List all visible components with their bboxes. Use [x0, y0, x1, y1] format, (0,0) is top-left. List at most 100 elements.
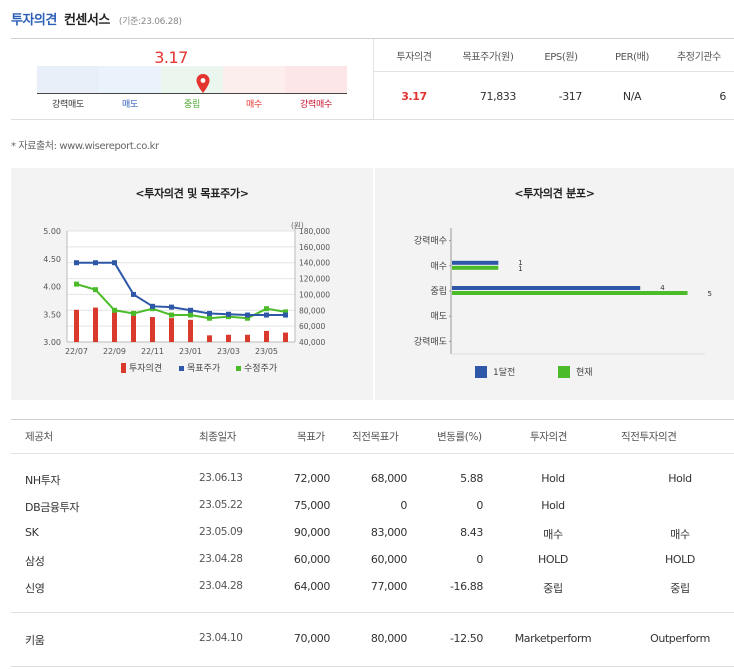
gauge-label: 매도: [122, 100, 138, 110]
target-price-point: [150, 303, 155, 309]
x-tick-label: 22/07: [65, 347, 88, 356]
opinion-bar: [131, 310, 136, 342]
table-cell: Marketperform: [514, 632, 592, 645]
category-label: 중립: [430, 286, 447, 297]
prev-value-label: 4: [660, 284, 665, 292]
opinion-bar: [188, 319, 193, 342]
base-date: (기준:23.06.28): [118, 17, 182, 27]
opinion-gauge: [37, 66, 347, 93]
price-point: [74, 281, 79, 287]
legend-swatch: [475, 366, 487, 378]
target-price-point: [93, 260, 98, 266]
gauge-value: 3.17: [154, 48, 188, 67]
col-header-date: 최종일자: [199, 431, 237, 443]
table-cell: 8.43: [460, 526, 483, 539]
table-cell: 23.06.13: [199, 472, 243, 484]
prev-bar: [452, 260, 499, 265]
price-line: [76, 283, 286, 320]
summary-target-price: 71,833: [479, 89, 516, 103]
table-cell: Hold: [541, 472, 565, 485]
summary-per: N/A: [622, 89, 642, 103]
x-tick-label: 23/01: [179, 347, 202, 356]
category-label: 매도: [430, 311, 447, 322]
target-price-line: [76, 261, 286, 317]
summary-header: 투자의견 목표주가(원) EPS(원) PER(배) 추정기관수: [374, 39, 734, 72]
y-tick-right: 40,000: [299, 338, 325, 347]
target-price-point: [112, 260, 117, 266]
price-point: [112, 307, 117, 313]
table-cell: 0: [476, 499, 483, 512]
table-cell: Hold: [541, 499, 565, 512]
opinion-bar: [112, 309, 117, 342]
legend-swatch: [121, 363, 126, 373]
summary-institutions: 6: [719, 89, 726, 103]
y-tick-left: 4.50: [43, 255, 61, 264]
y-tick-left: 3.00: [43, 338, 61, 347]
x-tick-label: 22/09: [103, 347, 126, 356]
category-label: 강력매수: [414, 235, 447, 247]
table-cell: 중립: [543, 582, 563, 595]
table-cell: SK: [25, 526, 39, 539]
table-cell: 5.88: [460, 472, 483, 485]
table-cell: 77,000: [370, 580, 407, 593]
summary-divider: [11, 119, 734, 120]
table-cell: Outperform: [650, 632, 710, 645]
table-cell: 72,000: [293, 472, 330, 485]
target-price-point: [226, 311, 231, 317]
table-cell: 23.04.28: [199, 580, 243, 592]
category-label: 매수: [430, 261, 447, 272]
table-cell: -12.50: [449, 632, 483, 645]
curr-value-label: 1: [518, 265, 522, 273]
price-point: [169, 312, 174, 318]
summary-header-cell: PER(배): [615, 51, 649, 63]
y-tick-left: 3.50: [43, 310, 61, 319]
y-tick-right: 80,000: [299, 306, 325, 315]
section-title: 투자의견 컨센서스 (기준:23.06.28): [11, 9, 182, 29]
summary-header-cell: EPS(원): [544, 51, 578, 63]
table-cell: 23.05.09: [199, 526, 243, 538]
summary-values: 3.17 71,833 -317 N/A 6: [374, 73, 734, 119]
table-cell: 60,000: [293, 553, 330, 566]
target-price-point: [188, 307, 193, 313]
plot-area: [67, 231, 295, 342]
y-tick-right: 120,000: [299, 275, 330, 284]
col-header-change: 변동률(%): [437, 431, 482, 443]
table-cell: 80,000: [370, 632, 407, 645]
col-header-prev-opinion: 직전투자의견: [621, 431, 677, 443]
gauge-label: 매수: [246, 100, 262, 110]
gauge-segment: [37, 66, 99, 93]
table-cell: 신영: [25, 582, 45, 595]
chart-title: <투자의견 및 목표주가>: [135, 187, 249, 200]
legend-swatch: [179, 366, 184, 371]
opinion-bar: [264, 330, 269, 342]
x-tick-label: 22/11: [141, 347, 164, 356]
vertical-divider: [373, 39, 374, 119]
curr-bar: [452, 291, 688, 295]
table-cell: 70,000: [293, 632, 330, 645]
legend-label: 수정주가: [244, 363, 277, 374]
legend-label: 투자의견: [129, 362, 162, 374]
price-point: [283, 309, 288, 315]
table-cell: 23.04.28: [199, 553, 243, 565]
table-cell: 삼성: [25, 555, 45, 568]
summary-eps: -317: [558, 89, 583, 103]
opinion-bar: [245, 334, 250, 342]
target-price-point: [245, 312, 250, 318]
opinion-bar: [169, 318, 174, 342]
table-cell: 매수: [543, 528, 563, 541]
y-tick-left: 4.00: [43, 283, 61, 292]
top-divider: [11, 38, 734, 39]
table-cell: Hold: [668, 472, 692, 485]
table-cell: 매수: [670, 528, 690, 541]
y-tick-right: 140,000: [299, 259, 330, 268]
table-cell: 75,000: [293, 499, 330, 512]
gauge-segment: [285, 66, 347, 93]
legend-swatch: [236, 366, 241, 371]
gauge-baseline: [37, 93, 347, 94]
gauge-segment: [223, 66, 285, 93]
gauge-label: 강력매수: [300, 100, 332, 110]
table-cell: DB금융투자: [25, 501, 80, 514]
legend-label: 현재: [576, 367, 593, 378]
table-cell: 60,000: [370, 553, 407, 566]
